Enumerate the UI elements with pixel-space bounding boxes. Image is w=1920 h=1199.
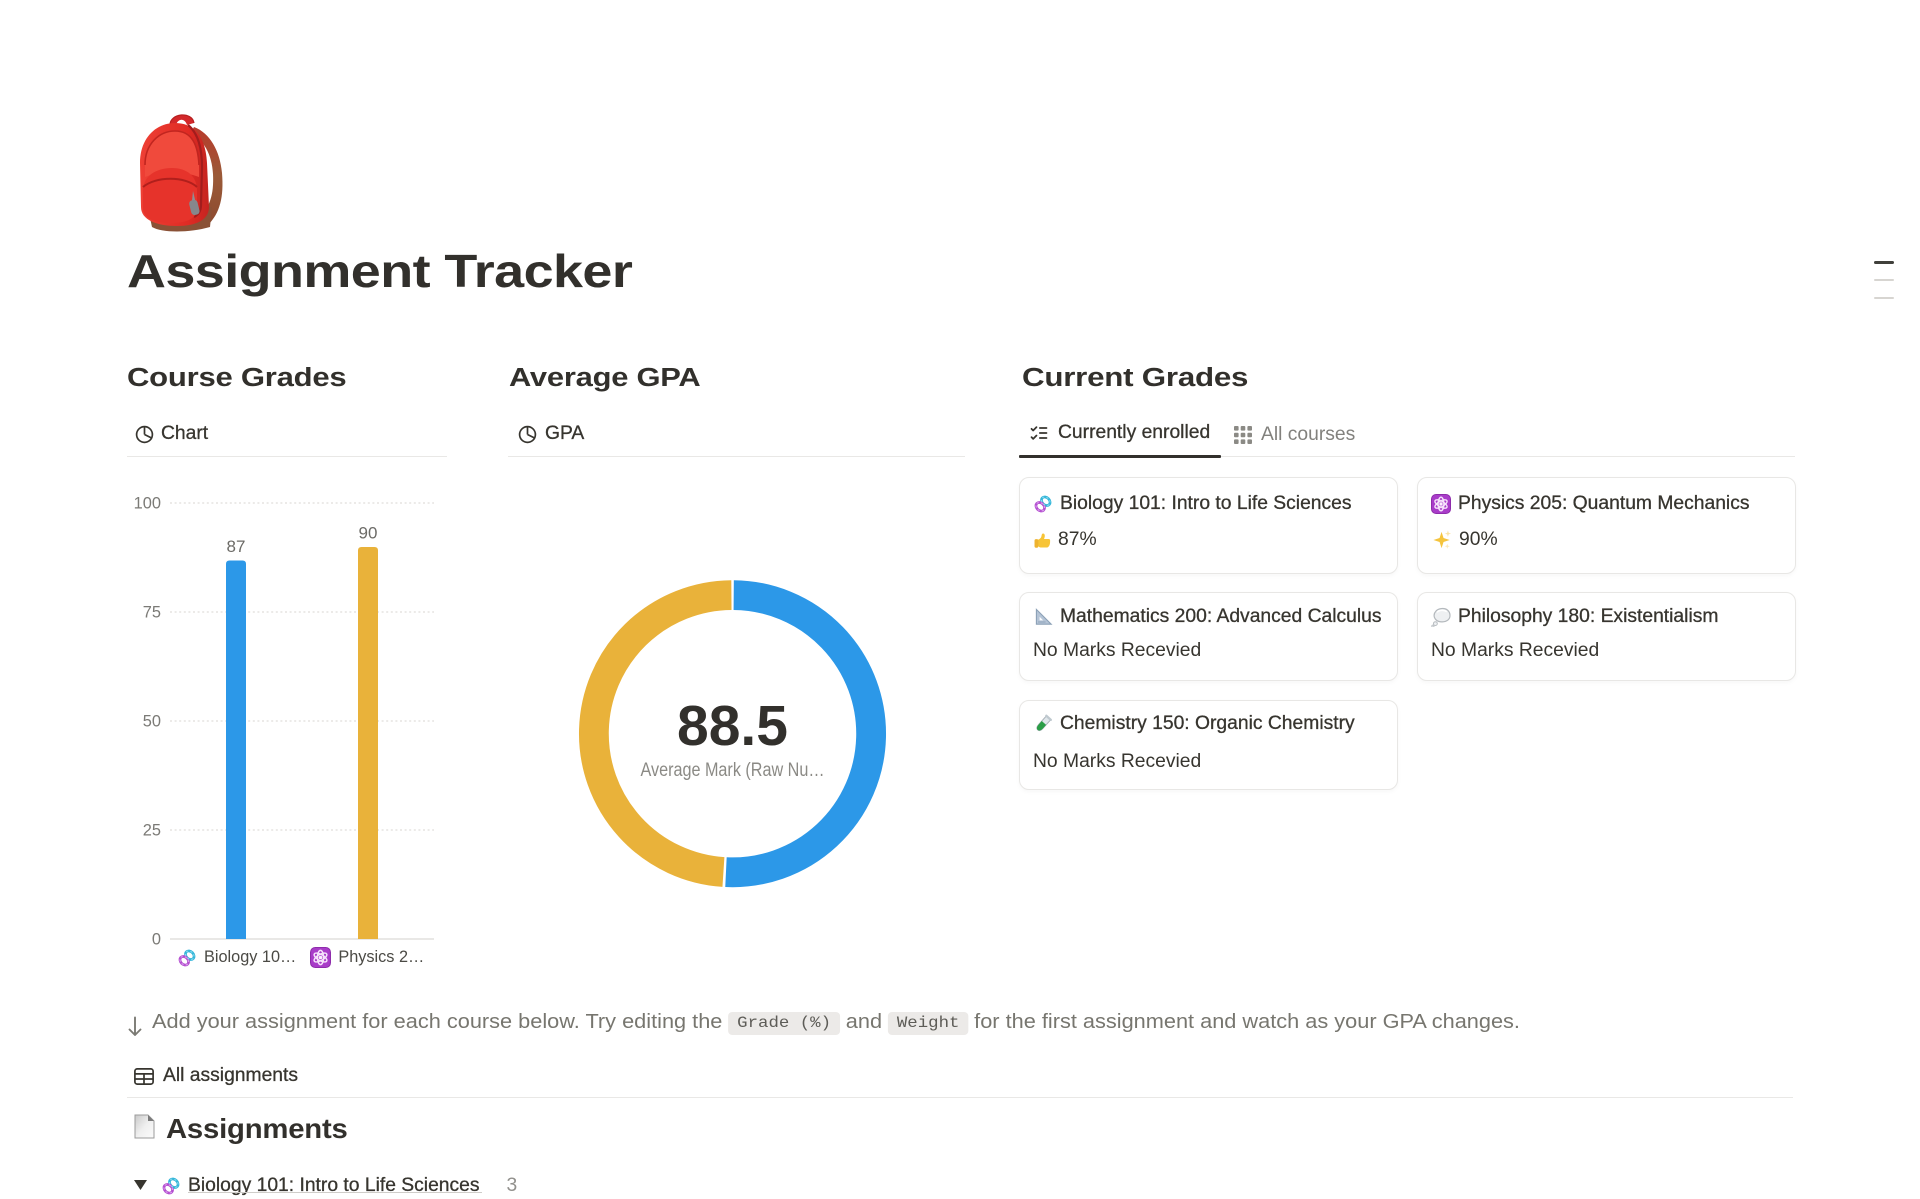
svg-text:87: 87 — [227, 537, 246, 556]
svg-text:75: 75 — [143, 604, 161, 622]
svg-text:Average Mark (Raw Nu…: Average Mark (Raw Nu… — [641, 760, 825, 781]
svg-text:90: 90 — [359, 524, 378, 543]
svg-text:0: 0 — [152, 931, 161, 949]
svg-text:100: 100 — [134, 495, 161, 513]
svg-text:25: 25 — [143, 822, 161, 840]
svg-text:50: 50 — [143, 713, 161, 731]
svg-text:88.5: 88.5 — [677, 694, 788, 758]
